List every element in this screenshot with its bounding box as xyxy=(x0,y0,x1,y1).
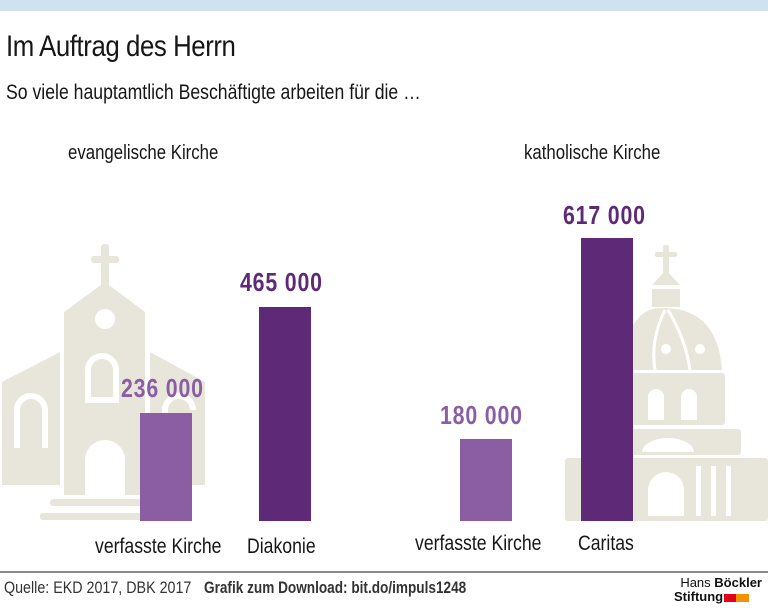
chart-subtitle: So viele hauptamtlich Beschäftigte arbei… xyxy=(6,81,421,104)
chart-title: Im Auftrag des Herrn xyxy=(6,30,236,63)
group-title-evangelisch: evangelische Kirche xyxy=(68,142,219,164)
value-label-ev-verfasste-kirche: 236 000 xyxy=(121,373,204,403)
category-label-diakonie: Diakonie xyxy=(247,535,316,558)
value-label-caritas: 617 000 xyxy=(563,200,646,230)
logo-hans: Hans xyxy=(680,575,711,590)
logo-orange-square-icon xyxy=(736,594,749,602)
category-label-ev-verfasste-kirche: verfasste Kirche xyxy=(95,535,222,558)
logo-red-square-icon xyxy=(724,594,736,602)
value-label-diakonie: 465 000 xyxy=(240,267,323,297)
footer-divider xyxy=(0,571,768,573)
top-band xyxy=(0,0,768,11)
category-label-kath-verfasste-kirche: verfasste Kirche xyxy=(415,532,542,555)
group-title-katholisch: katholische Kirche xyxy=(524,142,661,164)
logo-boeckler: Böckler xyxy=(714,575,762,590)
source-note: Quelle: EKD 2017, DBK 2017 xyxy=(4,578,192,597)
logo-stiftung: Stiftung xyxy=(674,589,724,604)
bar-ev-verfasste-kirche xyxy=(140,413,192,521)
category-label-caritas: Caritas xyxy=(578,532,634,555)
value-label-kath-verfasste-kirche: 180 000 xyxy=(440,400,523,430)
bar-diakonie xyxy=(259,307,311,521)
logo-line-1: Hans Böckler xyxy=(680,575,762,590)
hans-boeckler-stiftung-logo: Hans Böckler Stiftung xyxy=(672,575,762,605)
download-link[interactable]: Grafik zum Download: bit.do/impuls1248 xyxy=(204,578,467,597)
bar-kath-verfasste-kirche xyxy=(460,439,512,521)
bar-caritas xyxy=(581,238,633,521)
